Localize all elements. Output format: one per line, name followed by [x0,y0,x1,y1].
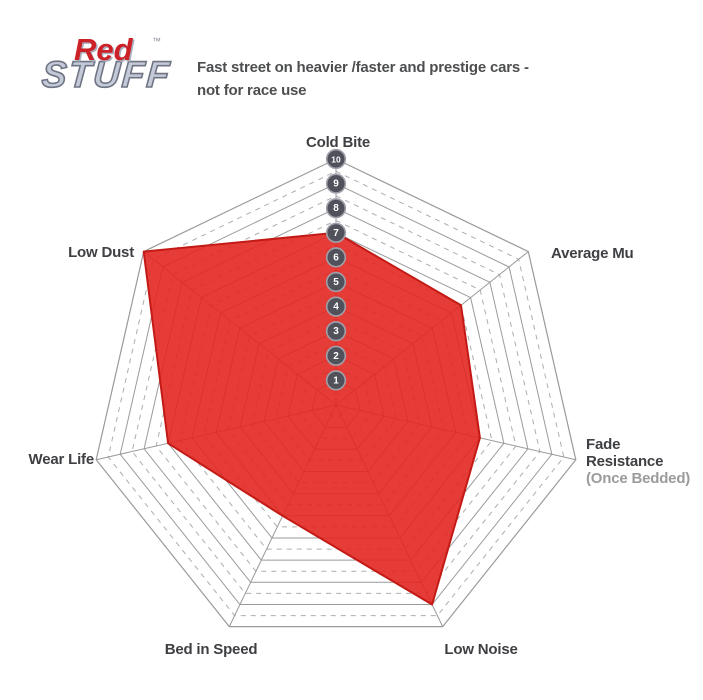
scale-badge-label: 5 [333,277,339,288]
logo-red-text: Red [74,32,133,67]
scale-badge-label: 1 [333,375,339,386]
radar-fill-polygon [142,231,481,606]
trademark-symbol: ™ [152,36,161,46]
axis-label-cold-bite: Cold Bite [306,134,370,151]
scale-badge-label: 2 [333,351,339,362]
axis-label-low-noise: Low Noise [444,641,517,658]
redstuff-logo: STUFF Red ™ [40,30,190,120]
data-polygon [142,231,481,606]
scale-badge-2 [325,345,347,366]
scale-badge-label: 10 [331,155,341,165]
grid-ring-dashed [107,170,565,617]
scale-badge-7 [325,222,347,243]
subtitle-line-2: not for race use [197,82,307,99]
axis-label-low-dust: Low Dust [68,244,134,261]
chart-subtitle: Fast street on heavier /faster and prest… [197,56,529,102]
axis-label-wear-life: Wear Life [29,451,94,468]
scale-badge-4 [325,296,347,317]
scale-badge-label: 4 [333,302,339,313]
scale-badge-3 [325,321,347,342]
grid-ring-solid [95,158,577,628]
axis-label-fade-resistance-line3: (Once Bedded) [586,470,690,487]
scale-badge-10 [325,148,347,170]
scale-badge-1 [325,370,347,391]
scale-badge-5 [325,271,347,293]
scale-badge-label: 7 [333,228,339,239]
scale-badge-label: 6 [333,252,339,263]
axis-label-bed-in-speed: Bed in Speed [165,641,258,658]
scale-badges: 1 2 3 4 5 6 7 8 9 10 [325,148,347,391]
grid-ring-dashed [179,244,493,550]
scale-badge-label: 3 [333,326,339,337]
scale-badge-label: 9 [333,179,339,190]
axis-label-average-mu: Average Mu [551,245,634,262]
subtitle-line-1: Fast street on heavier /faster and prest… [197,59,529,76]
scale-badge-9 [325,173,347,194]
axis-label-fade-resistance-line2: Resistance [586,453,663,470]
grid-ring-dashed [131,195,541,594]
scale-badge-6 [325,247,347,268]
axis-label-fade-resistance-line1: Fade [586,436,620,453]
scale-badge-label: 8 [333,203,339,214]
scale-badge-8 [325,198,347,219]
